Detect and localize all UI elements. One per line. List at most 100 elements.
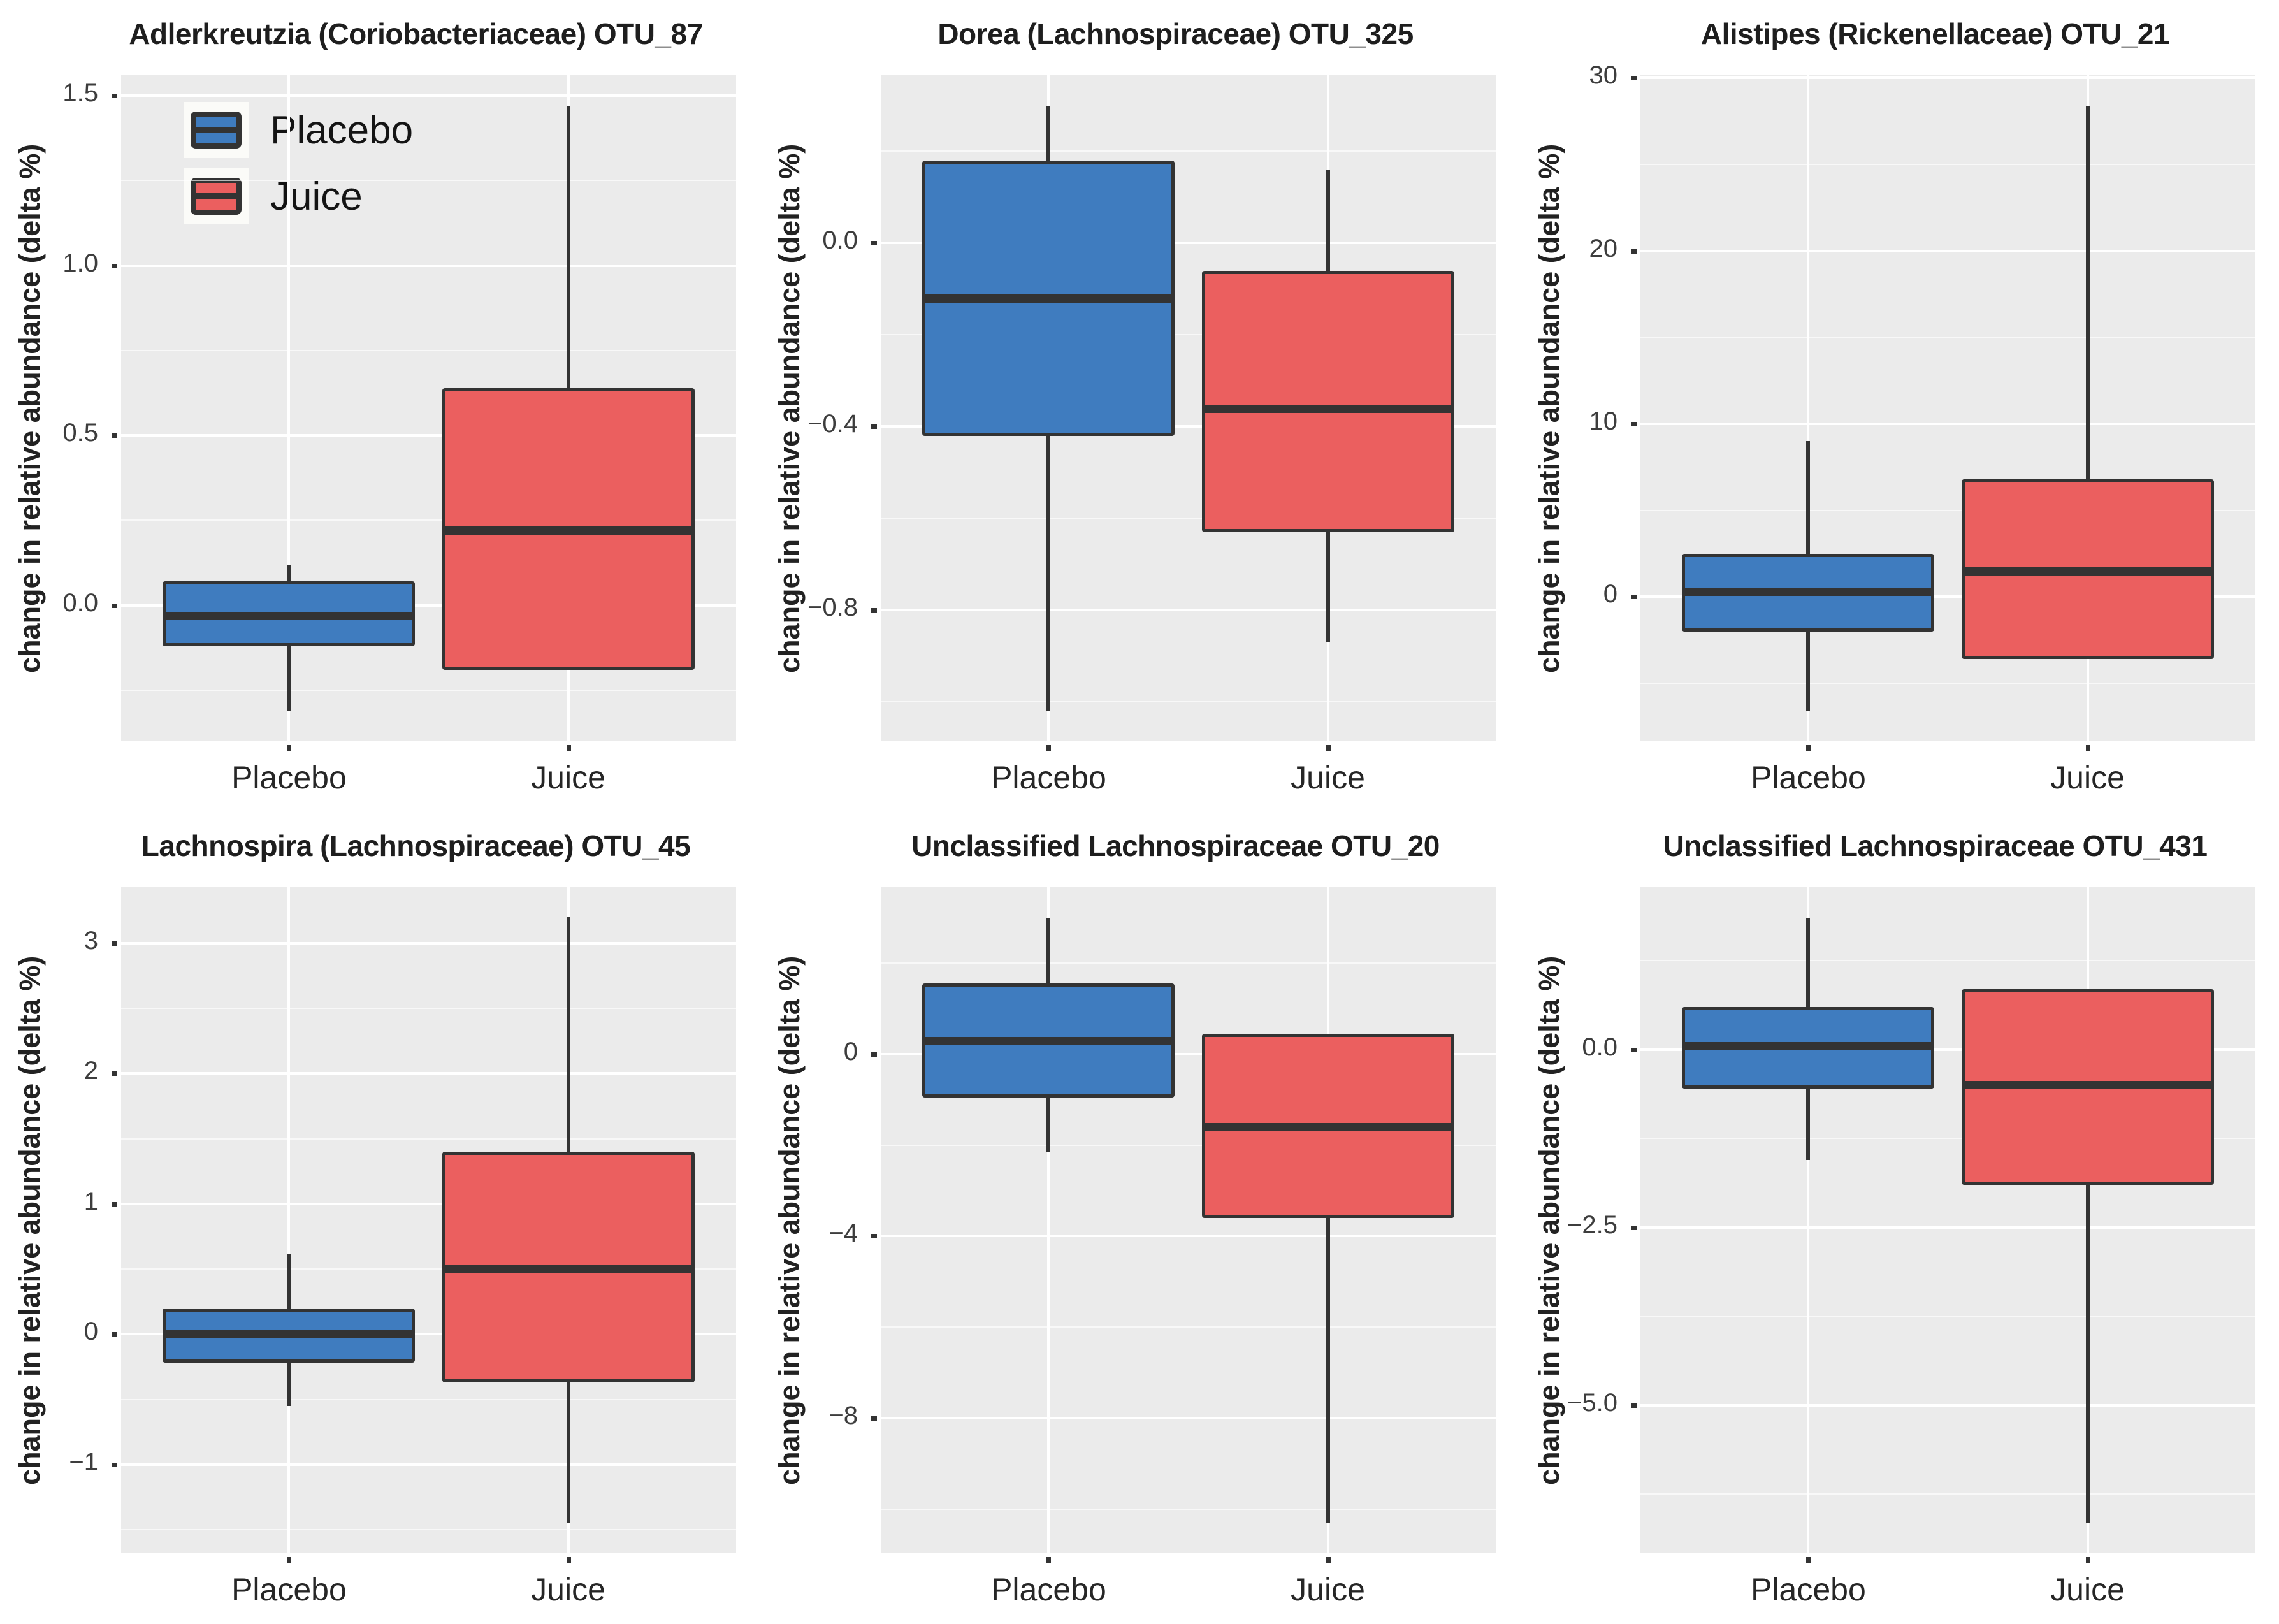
x-tick-mark <box>566 745 571 751</box>
y-tick-mark <box>1631 76 1637 81</box>
gridline-vertical <box>1807 887 1810 1553</box>
y-tick-mark <box>871 1052 877 1057</box>
x-tick-mark <box>1326 745 1331 751</box>
gridline-major <box>121 1072 736 1075</box>
y-tick-label: −1 <box>69 1447 98 1476</box>
gridline-major <box>1640 1048 2255 1051</box>
gridline-minor <box>881 518 1496 519</box>
gridline-minor <box>881 334 1496 336</box>
y-tick-mark <box>1631 1225 1637 1230</box>
x-category-label: Placebo <box>1751 1572 1866 1607</box>
plot-area: 0.0 −2.5 −5.0 Placebo Juice <box>1567 887 2255 1607</box>
gridline-vertical <box>1047 887 1050 1553</box>
legend-item-placebo: Placebo <box>184 102 413 158</box>
y-axis-label: change in relative abundance (delta %) <box>773 143 806 673</box>
gridline-minor <box>881 150 1496 152</box>
x-category-label: Juice <box>2050 760 2125 795</box>
y-tick-label: 0.0 <box>1582 1033 1617 1061</box>
panel-dorea-otu325: Dorea (Lachnospiraceae) OTU_325 change i… <box>760 0 1519 812</box>
y-tick-label: 1.0 <box>62 249 98 277</box>
x-tick-mark <box>1806 1557 1811 1563</box>
gridline-minor <box>881 1508 1496 1510</box>
y-tick-mark <box>112 941 117 946</box>
median-line <box>442 526 695 535</box>
gridline-vertical <box>287 75 291 741</box>
panel-title: Lachnospira (Lachnospiraceae) OTU_45 <box>141 829 691 862</box>
legend-label: Juice <box>270 174 363 219</box>
y-tick-label: −0.8 <box>807 593 858 622</box>
gridline-major <box>121 264 736 267</box>
panel-unclassified-lachnospiraceae-otu20: Unclassified Lachnospiraceae OTU_20 chan… <box>760 812 1519 1624</box>
gridline-minor <box>121 690 736 692</box>
y-tick-mark <box>112 263 117 268</box>
y-tick-mark <box>112 1332 117 1337</box>
panel-adlerkreutzia-otu87: Adlerkreutzia (Coriobacteriaceae) OTU_87… <box>0 0 760 812</box>
x-tick-mark <box>1326 1557 1331 1563</box>
whisker-juice <box>2085 989 2090 1523</box>
x-category-label: Juice <box>1291 1572 1365 1607</box>
gridline-major <box>121 434 736 437</box>
x-category-label: Juice <box>1291 760 1365 795</box>
panel-title: Unclassified Lachnospiraceae OTU_20 <box>911 829 1440 862</box>
x-category-label: Placebo <box>1751 760 1866 795</box>
y-tick-label: 0 <box>83 1317 98 1346</box>
median-line <box>1201 404 1454 413</box>
whisker-juice <box>2085 105 2090 660</box>
median-line <box>1682 1041 1935 1050</box>
boxplot-glyph-icon <box>191 178 242 215</box>
gridline-vertical <box>287 887 291 1553</box>
gridline-minor <box>881 1144 1496 1146</box>
y-tick-mark <box>112 433 117 439</box>
gridline-minor <box>121 180 736 182</box>
y-tick-mark <box>871 424 877 430</box>
gridline-major <box>1640 595 2255 598</box>
x-tick-mark <box>1806 745 1811 751</box>
x-tick-mark <box>2085 1557 2090 1563</box>
x-category-label: Placebo <box>991 1572 1106 1607</box>
x-tick-mark <box>287 1557 292 1563</box>
plot-area: 0.0 −0.4 −0.8 Placebo Juice <box>807 75 1496 795</box>
y-tick-label: 2 <box>83 1057 98 1085</box>
plot-area: 0 −4 −8 Placebo Juice <box>828 887 1496 1607</box>
y-tick-mark <box>1631 1047 1637 1052</box>
gridline-minor <box>881 701 1496 703</box>
gridline-major <box>881 609 1496 612</box>
panel-title: Unclassified Lachnospiraceae OTU_431 <box>1663 829 2208 862</box>
y-tick-label: 0 <box>843 1037 858 1066</box>
median-line <box>1961 567 2214 576</box>
x-tick-mark <box>566 1557 571 1563</box>
y-axis-label: change in relative abundance (delta %) <box>13 143 46 673</box>
gridline-major <box>1640 1403 2255 1407</box>
y-tick-label: −5.0 <box>1567 1388 1617 1417</box>
gridline-minor <box>121 519 736 521</box>
x-tick-mark <box>1046 745 1052 751</box>
y-tick-label: 0.0 <box>822 226 858 255</box>
whisker-juice <box>1326 1033 1330 1523</box>
y-tick-label: 1 <box>83 1187 98 1215</box>
gridline-minor <box>881 1326 1496 1328</box>
gridline-major <box>121 1333 736 1336</box>
legend: Placebo Juice <box>184 102 413 235</box>
gridline-minor <box>1640 1138 2255 1140</box>
y-tick-label: −4 <box>828 1219 858 1248</box>
panel-alistipes-otu21: Alistipes (Rickenellaceae) OTU_21 change… <box>1519 0 2279 812</box>
gridline-minor <box>1640 163 2255 165</box>
gridline-major <box>881 1235 1496 1238</box>
boxplot-glyph-icon <box>191 112 242 149</box>
median-line <box>1961 1081 2214 1090</box>
gridline-major <box>121 604 736 607</box>
legend-key <box>184 102 249 158</box>
y-tick-label: 0 <box>1603 580 1617 609</box>
gridline-minor <box>121 1008 736 1010</box>
y-tick-label: 0.0 <box>62 588 98 617</box>
gridline-minor <box>121 1398 736 1400</box>
median-line <box>1201 1123 1454 1132</box>
gridline-minor <box>1640 1493 2255 1495</box>
x-tick-mark <box>287 745 292 751</box>
legend-label: Placebo <box>270 108 414 152</box>
x-category-label: Juice <box>531 1572 605 1607</box>
y-tick-mark <box>112 93 117 98</box>
panel-title: Adlerkreutzia (Coriobacteriaceae) OTU_87 <box>129 17 703 50</box>
gridline-minor <box>1640 959 2255 961</box>
